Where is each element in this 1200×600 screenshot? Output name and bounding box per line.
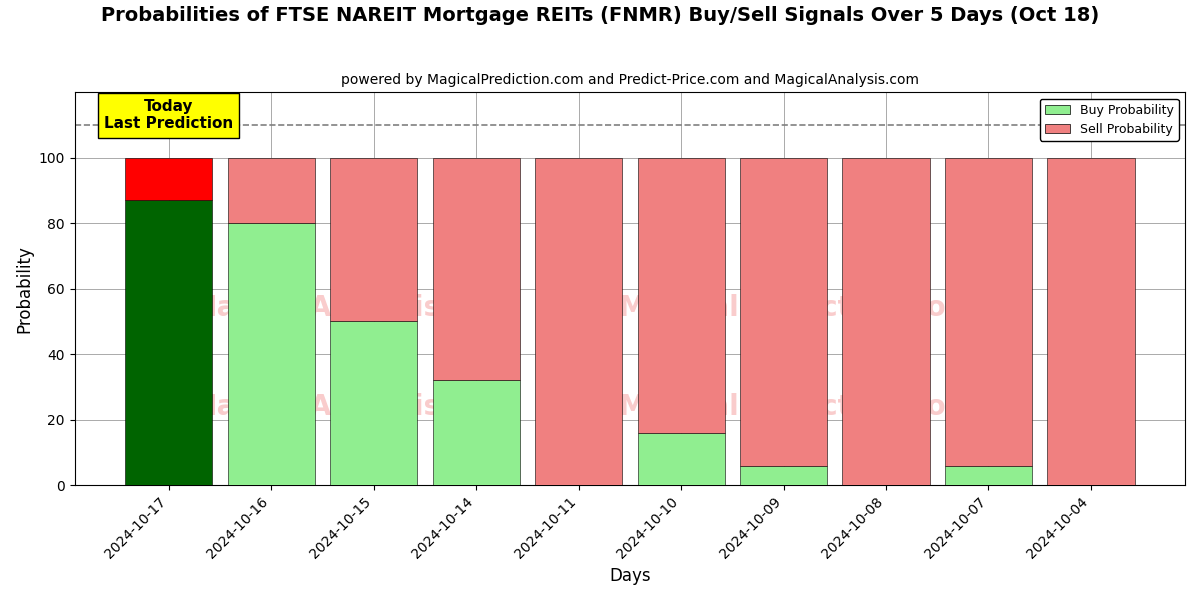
Bar [740, 466, 827, 485]
Text: MagicalPrediction.com: MagicalPrediction.com [618, 295, 974, 322]
Bar [432, 380, 520, 485]
Bar [228, 158, 314, 223]
Bar [637, 433, 725, 485]
Title: powered by MagicalPrediction.com and Predict-Price.com and MagicalAnalysis.com: powered by MagicalPrediction.com and Pre… [341, 73, 919, 87]
Text: Today
Last Prediction: Today Last Prediction [104, 99, 233, 131]
Text: MagicalAnalysis.com: MagicalAnalysis.com [190, 295, 515, 322]
Legend: Buy Probability, Sell Probability: Buy Probability, Sell Probability [1040, 98, 1178, 141]
Bar [228, 223, 314, 485]
Y-axis label: Probability: Probability [16, 245, 34, 332]
Bar [535, 158, 622, 485]
Text: MagicalPrediction.com: MagicalPrediction.com [618, 392, 974, 421]
Text: MagicalAnalysis.com: MagicalAnalysis.com [190, 392, 515, 421]
Bar [1048, 158, 1134, 485]
X-axis label: Days: Days [610, 567, 650, 585]
Bar [637, 158, 725, 433]
Bar [432, 158, 520, 380]
Bar [330, 322, 418, 485]
Bar [125, 158, 212, 200]
Bar [944, 466, 1032, 485]
Text: Probabilities of FTSE NAREIT Mortgage REITs (FNMR) Buy/Sell Signals Over 5 Days : Probabilities of FTSE NAREIT Mortgage RE… [101, 6, 1099, 25]
Bar [125, 200, 212, 485]
Bar [944, 158, 1032, 466]
Bar [740, 158, 827, 466]
Bar [842, 158, 930, 485]
Bar [330, 158, 418, 322]
